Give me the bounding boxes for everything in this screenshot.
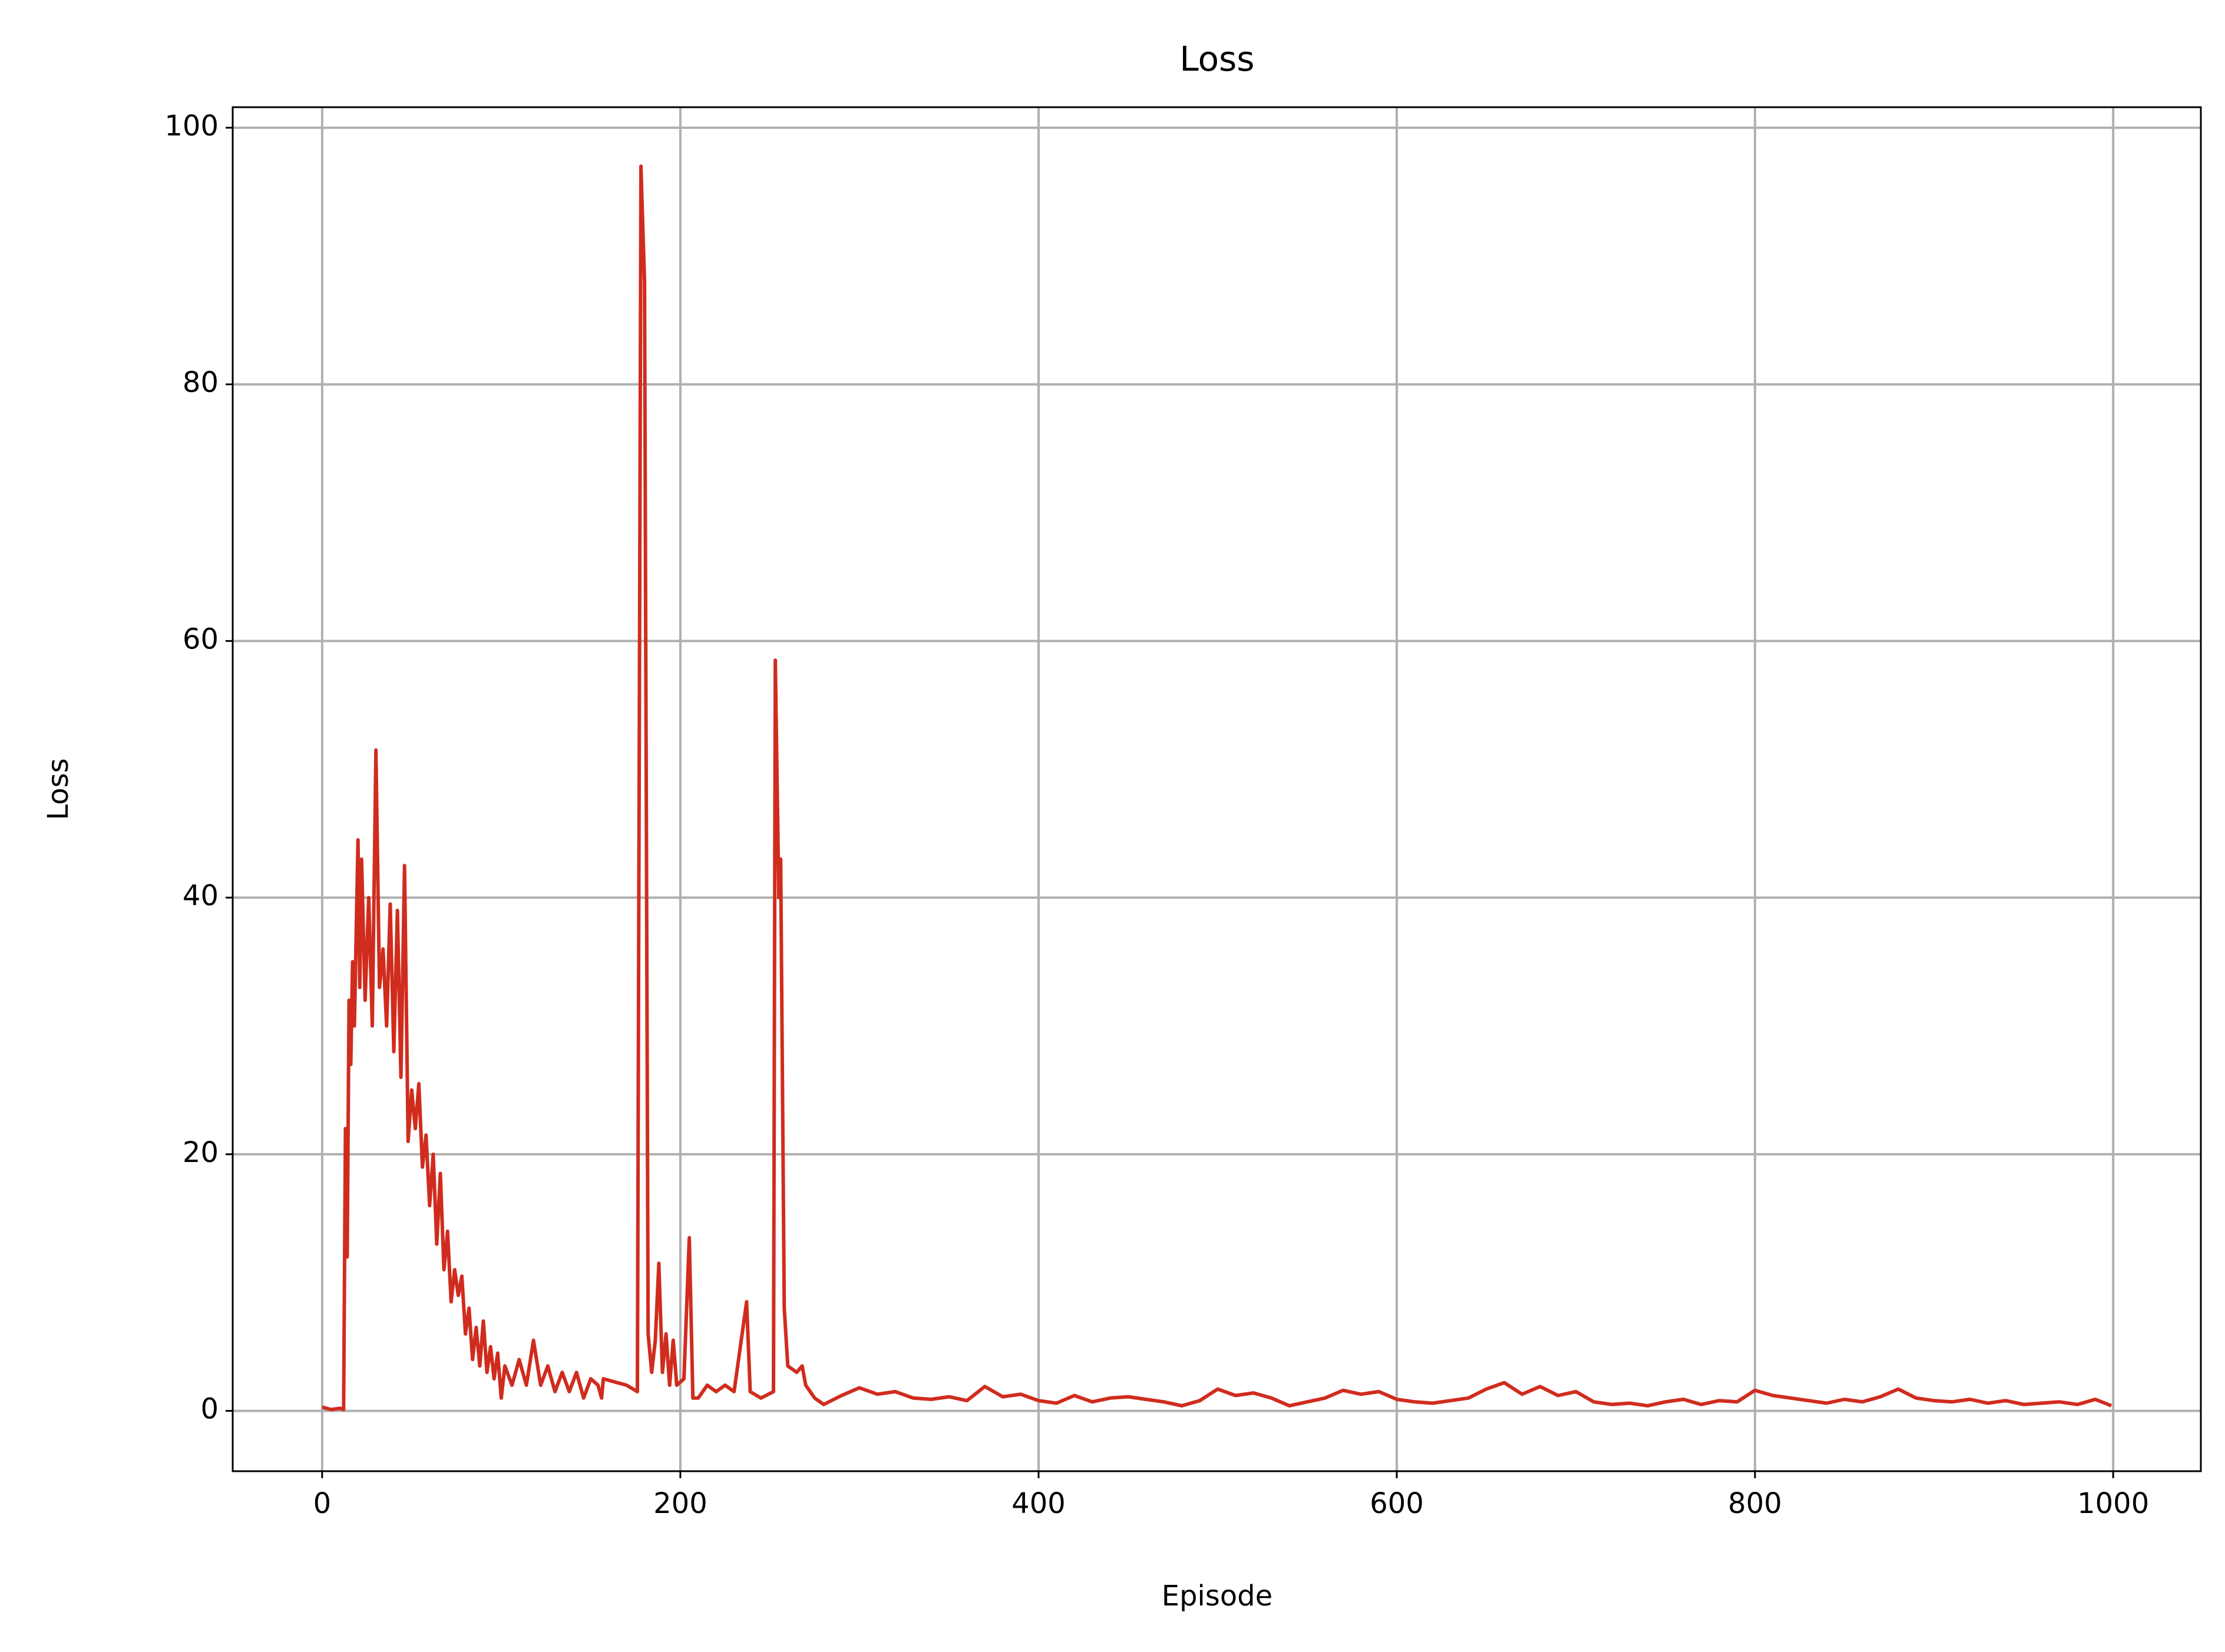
chart-title: Loss — [1179, 39, 1254, 79]
y-tick-label: 20 — [183, 1136, 219, 1169]
x-tick-label: 600 — [1370, 1487, 1424, 1520]
x-tick-label: 200 — [653, 1487, 707, 1520]
x-tick-label: 400 — [1011, 1487, 1066, 1520]
x-axis-label: Episode — [1162, 1580, 1273, 1613]
y-tick-label: 40 — [183, 879, 219, 912]
plot-frame — [232, 106, 2202, 1472]
y-tick-label: 0 — [200, 1393, 219, 1426]
x-tick-label: 800 — [1728, 1487, 1782, 1520]
x-tick-label: 0 — [313, 1487, 332, 1520]
data-line — [322, 164, 2112, 1412]
y-tick-label: 80 — [183, 366, 219, 399]
y-tick-label: 60 — [183, 623, 219, 655]
x-tick-label: 1000 — [2077, 1487, 2149, 1520]
y-tick-label: 100 — [164, 110, 219, 143]
y-axis-label: Loss — [42, 758, 75, 820]
